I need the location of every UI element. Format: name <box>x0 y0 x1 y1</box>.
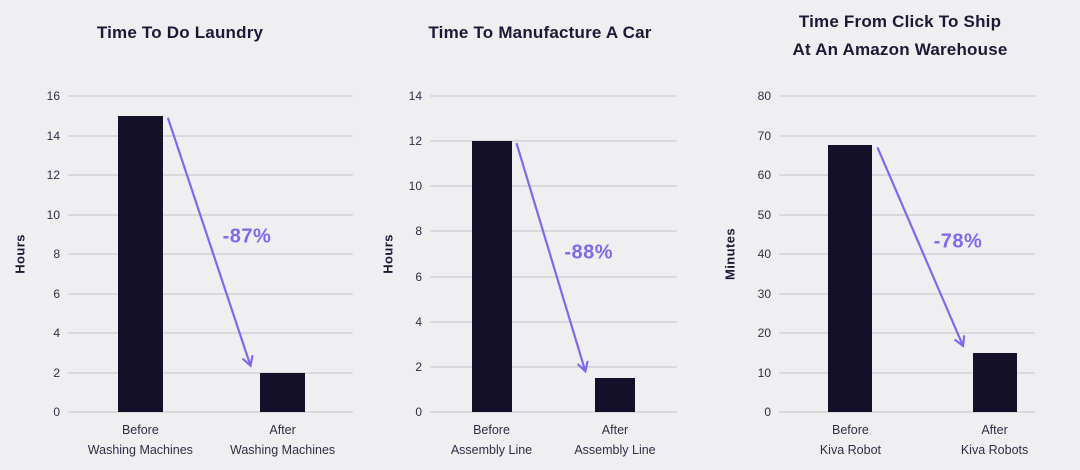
y-tick-label: 0 <box>415 405 422 419</box>
gridline <box>779 95 1035 97</box>
x-category-line: Before <box>121 423 159 437</box>
bar-after <box>972 352 1017 412</box>
y-tick-label: 6 <box>415 269 422 284</box>
y-tick-label: 4 <box>53 326 60 340</box>
gridline <box>68 174 353 176</box>
gridline <box>779 134 1035 137</box>
y-tick-label: 2 <box>415 359 422 374</box>
x-category-line: After <box>601 423 629 437</box>
y-tick-label: 16 <box>46 89 60 103</box>
chart-title-line: At An Amazon Warehouse <box>792 39 1008 59</box>
gridline <box>779 332 1035 334</box>
bar-before <box>471 141 512 412</box>
chart-title-line: Time To Do Laundry <box>96 23 264 43</box>
y-tick-label: 8 <box>415 224 422 239</box>
gridline <box>430 411 677 413</box>
x-category-label: Before Washing Machines <box>50 420 230 460</box>
percent-change-label: -88% <box>564 241 614 264</box>
y-tick-label: 12 <box>46 168 60 182</box>
y-tick-label: 50 <box>757 207 771 222</box>
y-tick-label: 60 <box>757 168 771 182</box>
gridline <box>430 230 677 233</box>
x-category-line: Kiva Robot <box>819 443 881 457</box>
x-category-line: Assembly Line <box>450 443 533 457</box>
gridline <box>68 292 353 295</box>
y-tick-label: 12 <box>408 134 422 149</box>
x-category-line: Washing Machines <box>87 443 193 457</box>
bar-after <box>260 372 306 412</box>
chart-title-line: Time From Click To Ship <box>798 12 1002 31</box>
percent-change-label: -78% <box>933 230 983 253</box>
gridline <box>68 332 353 334</box>
gridline <box>68 134 353 137</box>
gridline <box>779 411 1035 413</box>
x-category-label: Before Assembly Line <box>402 420 582 460</box>
y-tick-label: 4 <box>415 314 422 329</box>
x-category-line: Washing Machines <box>230 443 336 457</box>
x-category-line: Before <box>473 423 510 437</box>
decrease-arrow <box>876 146 966 348</box>
x-category-line: Assembly Line <box>574 443 656 457</box>
bar-before <box>117 115 163 412</box>
chart-title: Time From Click To Ship At An Amazon Ware… <box>728 8 1072 63</box>
y-tick-label: 8 <box>53 247 60 261</box>
gridline <box>779 371 1035 374</box>
y-tick-label: 14 <box>408 89 422 103</box>
x-category-label: After Assembly Line <box>525 420 705 460</box>
gridline <box>430 365 677 368</box>
x-category-label: Before Kiva Robot <box>760 420 940 460</box>
x-category-line: Kiva Robots <box>960 443 1029 457</box>
y-tick-label: 80 <box>757 89 771 103</box>
x-category-line: After <box>269 423 296 437</box>
gridline <box>430 185 677 188</box>
x-category-label: After Kiva Robots <box>905 420 1080 460</box>
gridline <box>430 140 677 143</box>
gridline <box>68 253 353 255</box>
chart-car-manufacturing: Time To Manufacture A Car Hours 0 2 4 6 8 10 12 1… <box>360 0 720 470</box>
chart-laundry: Time To Do Laundry Hours 0 2 4 6 8 10 12 14 16 Befo… <box>0 0 360 470</box>
y-tick-label: 6 <box>53 286 60 301</box>
gridline <box>68 411 353 413</box>
chart-title-line: Time To Manufacture A Car <box>428 23 652 43</box>
chart-amazon-warehouse: Time From Click To Ship At An Amazon Ware… <box>720 0 1080 470</box>
y-tick-label: 20 <box>757 326 771 340</box>
percent-change-label: -87% <box>222 225 272 248</box>
y-tick-label: 0 <box>53 405 60 419</box>
y-tick-label: 14 <box>46 128 60 143</box>
y-tick-label: 10 <box>46 207 60 222</box>
chart-title: Time To Do Laundry <box>8 8 352 58</box>
bar-before <box>828 145 873 412</box>
x-category-label: After Washing Machines <box>193 420 373 460</box>
gridline <box>779 292 1035 295</box>
gridline <box>68 371 353 374</box>
x-category-line: After <box>981 423 1008 437</box>
y-tick-label: 70 <box>757 128 771 143</box>
gridline <box>430 95 677 97</box>
gridline <box>68 213 353 216</box>
y-tick-label: 2 <box>53 365 60 380</box>
gridline <box>779 213 1035 216</box>
gridline <box>68 95 353 97</box>
x-category-line: Before <box>832 423 869 437</box>
y-tick-label: 10 <box>408 179 422 194</box>
gridline <box>779 253 1035 255</box>
gridline <box>779 174 1035 176</box>
gridline <box>430 275 677 278</box>
decrease-arrow <box>166 117 254 368</box>
y-tick-label: 30 <box>757 286 771 301</box>
chart-title: Time To Manufacture A Car <box>368 8 712 58</box>
y-tick-label: 10 <box>757 365 771 380</box>
bar-after <box>595 378 635 412</box>
gridline <box>430 320 677 323</box>
y-tick-label: 40 <box>757 247 771 261</box>
y-tick-label: 0 <box>764 405 771 419</box>
